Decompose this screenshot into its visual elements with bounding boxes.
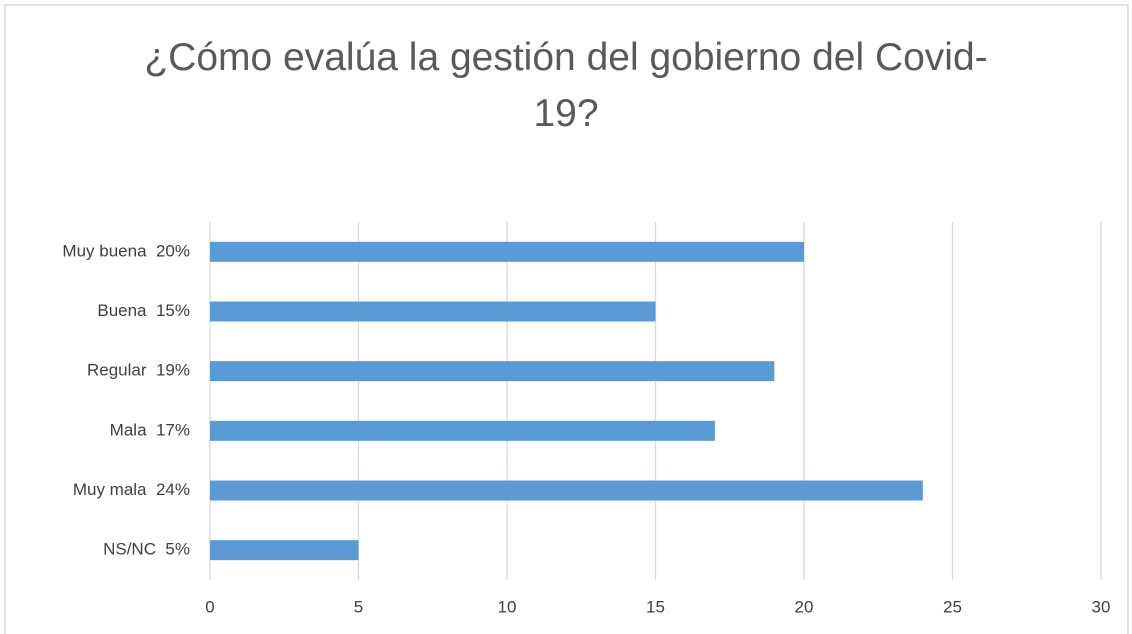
x-tick-label: 5 xyxy=(354,597,363,616)
y-tick-label: NS/NC 5% xyxy=(103,540,190,559)
x-tick-label: 15 xyxy=(646,597,665,616)
y-tick-label: Muy buena 20% xyxy=(62,241,190,260)
bar xyxy=(210,540,359,561)
bar xyxy=(210,361,775,382)
bar xyxy=(210,241,804,262)
x-tick-label: 25 xyxy=(943,597,962,616)
y-tick-label: Regular 19% xyxy=(87,361,190,380)
y-tick-label: Mala 17% xyxy=(110,420,190,439)
bar xyxy=(210,480,923,501)
x-tick-label: 20 xyxy=(795,597,814,616)
y-tick-label: Buena 15% xyxy=(97,301,190,320)
y-tick-label: Muy mala 24% xyxy=(73,480,190,499)
x-tick-label: 10 xyxy=(498,597,517,616)
bar xyxy=(210,301,656,322)
chart-title: ¿Cómo evalúa la gestión del gobierno del… xyxy=(144,36,988,135)
bar xyxy=(210,420,715,441)
x-tick-label: 30 xyxy=(1092,597,1111,616)
x-tick-label: 0 xyxy=(205,597,214,616)
chart-border xyxy=(4,4,1129,634)
